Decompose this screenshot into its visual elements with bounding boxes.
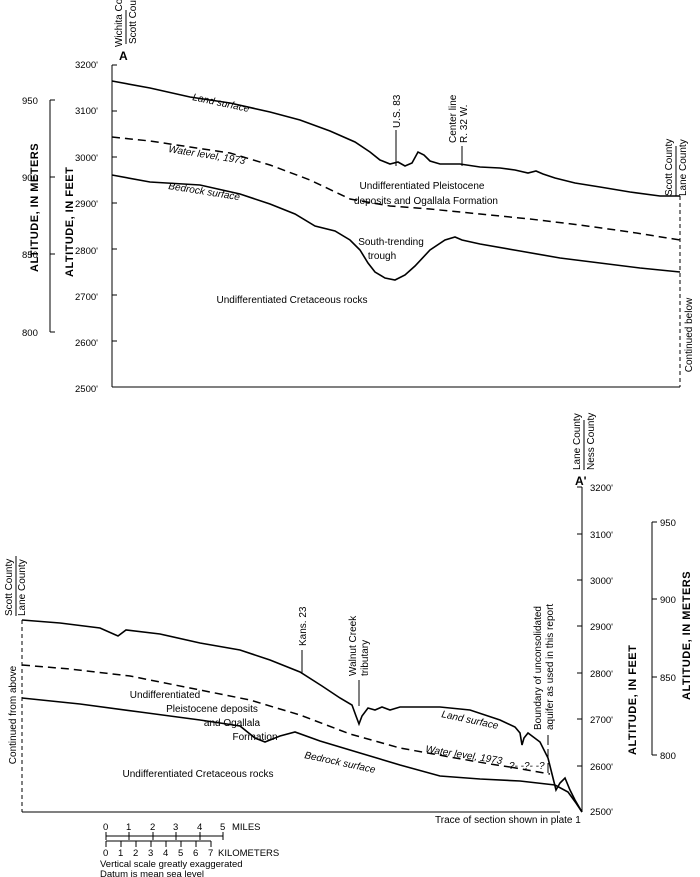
- start-county-label: Wichita County Scott County: [114, 0, 139, 47]
- center-line-label: Center line: [448, 94, 459, 143]
- feet-tick-label: 3200': [590, 483, 613, 494]
- feet-tick-label: 2900': [75, 199, 98, 210]
- us83-label: U.S. 83: [392, 94, 403, 128]
- km-tick-label: 0: [103, 848, 108, 859]
- mile-tick-label: 5: [220, 822, 225, 833]
- scott-county-label: Scott County: [128, 0, 139, 44]
- feet-tick-label: 3100': [75, 106, 98, 117]
- end-lane-county-label: Lane County: [572, 413, 583, 470]
- meter-tick-label: 950: [22, 96, 38, 107]
- boundary-label: Boundary of unconsolidated: [533, 606, 544, 730]
- continued-from-above-label: Continued from above: [8, 665, 19, 764]
- feet-tick-label: 2500': [590, 807, 613, 818]
- bottom-water-level-label: Water level, 1973: [425, 744, 504, 767]
- km-tick-label: 6: [193, 848, 198, 859]
- top-land-surface-label: Land surface: [191, 92, 250, 115]
- feet-tick-label: 2600': [75, 338, 98, 349]
- vertical-scale-note: Vertical scale greatly exaggerated: [100, 859, 243, 870]
- meter-tick-label: 850: [22, 250, 38, 261]
- bottom-start-scott-county-label: Scott County: [4, 559, 15, 616]
- top-cretaceous-label: Undifferentiated Cretaceous rocks: [216, 295, 367, 306]
- meter-tick-label: 950: [660, 518, 676, 529]
- bottom-question-marks: ?- -?- -?: [509, 761, 545, 772]
- bottom-bedrock-surface-line: [21, 697, 583, 813]
- kans23-label: Kans. 23: [298, 606, 309, 646]
- feet-tick-label: 2500': [75, 384, 98, 395]
- top-meter-axis: 950 900 850 800 ALTITUDE, IN METERS: [22, 96, 55, 339]
- trough-label-2: trough: [368, 251, 396, 262]
- bottom-pleistocene-label-3: and Ogallala: [204, 718, 261, 729]
- top-end-scott-county-label: Scott County: [664, 139, 675, 196]
- km-tick-label: 4: [163, 848, 168, 859]
- feet-tick-label: 3000': [590, 576, 613, 587]
- km-tick-label: 3: [148, 848, 153, 859]
- feet-tick-label: 3200': [75, 60, 98, 71]
- datum-note: Datum is mean sea level: [100, 869, 204, 877]
- boundary-label-2: aquifer as used in this report: [545, 604, 556, 730]
- feet-tick-label: 2700': [590, 715, 613, 726]
- bottom-cretaceous-label: Undifferentiated Cretaceous rocks: [122, 769, 273, 780]
- km-unit-label: KILOMETERS: [218, 848, 279, 859]
- top-water-level-label: Water level, 1973: [168, 144, 247, 167]
- meter-tick-label: 800: [22, 328, 38, 339]
- top-land-surface-line: [111, 80, 680, 197]
- meter-tick-label: 800: [660, 751, 676, 762]
- feet-tick-label: 2600': [590, 762, 613, 773]
- bottom-meters-axis-title: ALTITUDE, IN METERS: [681, 571, 693, 700]
- section-end-label: A': [575, 474, 587, 488]
- feet-tick-label: 2800': [590, 669, 613, 680]
- mile-tick-label: 2: [150, 822, 155, 833]
- feet-tick-label: 2900': [590, 622, 613, 633]
- top-pleistocene-label: Undifferentiated Pleistocene: [360, 181, 485, 192]
- end-ness-county-label: Ness County: [586, 413, 597, 470]
- mile-tick-label: 1: [126, 822, 131, 833]
- feet-tick-label: 3000': [75, 153, 98, 164]
- walnut-creek-label-2: tributary: [360, 640, 371, 676]
- meter-tick-label: 900: [660, 595, 676, 606]
- scale-bar: 0 1 2 3 4 5 MILES 0 1 2 3 4 5 6 7 KILOME…: [100, 822, 279, 877]
- km-tick-label: 5: [178, 848, 183, 859]
- mile-tick-label: 3: [173, 822, 178, 833]
- mile-tick-label: 4: [197, 822, 202, 833]
- bottom-meter-axis: 950 900 850 800 ALTITUDE, IN METERS: [651, 518, 693, 762]
- miles-unit-label: MILES: [232, 822, 261, 833]
- bottom-start-lane-county-label: Lane County: [17, 559, 28, 616]
- section-start-label: A: [119, 49, 128, 63]
- bottom-water-level-inferred-line: [509, 766, 551, 775]
- top-pleistocene-label-2: deposits and Ogallala Formation: [354, 196, 498, 207]
- top-feet-axis-title: ALTITUDE, IN FEET: [64, 167, 76, 277]
- bottom-land-surface-label: Land surface: [440, 709, 499, 732]
- meter-tick-label: 900: [22, 173, 38, 184]
- top-bedrock-surface-line: [111, 174, 681, 281]
- km-tick-label: 7: [208, 848, 213, 859]
- wichita-county-label: Wichita County: [114, 0, 125, 47]
- feet-tick-label: 3100': [590, 530, 613, 541]
- bottom-pleistocene-label: Undifferentiated: [130, 690, 200, 701]
- km-tick-label: 2: [133, 848, 138, 859]
- feet-tick-label: 2700': [75, 292, 98, 303]
- trough-label: South-trending: [358, 237, 424, 248]
- walnut-creek-label: Walnut Creek: [348, 615, 359, 676]
- bottom-feet-axis-title: ALTITUDE, IN FEET: [627, 645, 639, 755]
- feet-tick-label: 2800': [75, 246, 98, 257]
- top-feet-axis: 3200' 3100' 3000' 2900' 2800' 2700' 2600…: [64, 60, 117, 395]
- top-bedrock-surface-label: Bedrock surface: [168, 181, 242, 203]
- top-end-lane-county-label: Lane County: [678, 139, 689, 196]
- meter-tick-label: 850: [660, 673, 676, 684]
- bottom-pleistocene-label-2: Pleistocene deposits: [166, 704, 258, 715]
- top-water-level-line: [111, 136, 681, 241]
- bottom-pleistocene-label-4: Formation: [232, 732, 277, 743]
- mile-tick-label: 0: [103, 822, 108, 833]
- center-line-range-label: R. 32 W.: [459, 105, 470, 143]
- km-tick-label: 1: [118, 848, 123, 859]
- bottom-feet-axis: 3200' 3100' 3000' 2900' 2800' 2700' 2600…: [577, 483, 639, 818]
- bottom-land-surface-line: [21, 619, 583, 813]
- trace-note: Trace of section shown in plate 1: [435, 815, 581, 826]
- top-meters-axis-title: ALTITUDE, IN METERS: [29, 143, 41, 272]
- continued-below-label: Continued below: [684, 297, 695, 372]
